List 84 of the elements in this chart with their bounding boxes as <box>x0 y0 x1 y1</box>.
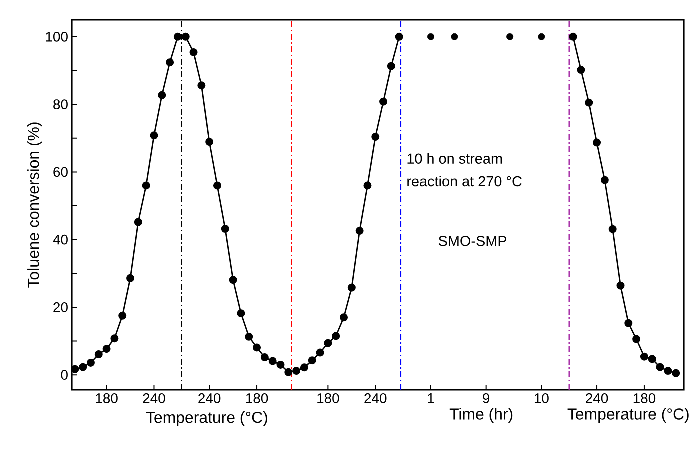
x-tick-label: 180 <box>318 394 340 404</box>
point <box>245 332 254 341</box>
x-tick-label: 180 <box>96 394 118 404</box>
point <box>506 33 514 40</box>
point <box>71 365 80 374</box>
point <box>94 350 103 358</box>
point <box>284 368 293 376</box>
y-tick-label: 20 <box>54 302 68 312</box>
x-tick-label: 240 <box>143 394 166 404</box>
point <box>110 334 119 343</box>
point <box>332 332 340 340</box>
point <box>593 138 602 147</box>
point <box>134 218 142 226</box>
annotation: SMO-SMP <box>438 236 507 246</box>
point <box>380 98 388 106</box>
point <box>118 312 127 320</box>
point <box>276 360 285 369</box>
y-tick-label: 100 <box>46 32 68 42</box>
point <box>585 98 594 107</box>
point <box>213 182 222 190</box>
point <box>308 356 316 365</box>
x-tick-label: 240 <box>364 394 387 404</box>
point <box>672 369 680 378</box>
annotation: 10 h on stream <box>408 153 502 164</box>
point <box>569 32 578 41</box>
x-tick-label: 180 <box>634 394 656 404</box>
point <box>237 310 246 318</box>
y-tick-label: 40 <box>53 234 68 245</box>
point <box>158 91 166 100</box>
point <box>316 348 324 357</box>
point <box>292 367 301 376</box>
point <box>387 62 396 70</box>
point <box>656 363 664 372</box>
point <box>632 335 641 344</box>
point <box>600 176 609 184</box>
point <box>608 225 617 234</box>
x-axis-title: Temperature (°C) <box>146 412 268 426</box>
text: Temperature (°C) <box>568 408 689 424</box>
point <box>664 367 672 376</box>
point <box>198 82 206 90</box>
point <box>348 284 356 292</box>
point <box>142 182 150 190</box>
point <box>648 355 656 364</box>
point <box>126 274 135 282</box>
x-tick-label: 1 <box>428 394 434 404</box>
point <box>260 354 269 362</box>
x-tick-label: 180 <box>246 394 268 404</box>
point <box>395 32 404 41</box>
point <box>253 344 262 352</box>
point <box>640 352 648 361</box>
x-tick-label: 240 <box>198 394 221 404</box>
point <box>372 133 380 142</box>
point <box>79 363 88 372</box>
point <box>268 357 277 366</box>
point <box>538 33 546 40</box>
point <box>427 33 434 40</box>
point <box>451 33 458 40</box>
point <box>616 282 625 290</box>
point <box>356 227 364 236</box>
annotation: reaction at 270 °C <box>408 176 522 187</box>
point <box>364 182 372 190</box>
point <box>166 58 174 67</box>
x-tick-label: 9 <box>483 394 490 404</box>
text: Time (hr) <box>450 408 513 424</box>
point <box>102 345 111 354</box>
point <box>174 32 182 41</box>
y-tick-label: 60 <box>54 167 68 178</box>
point <box>221 225 230 234</box>
point <box>324 339 332 348</box>
point <box>577 66 586 74</box>
point <box>340 314 348 322</box>
point <box>624 319 633 328</box>
point <box>150 132 158 140</box>
point <box>300 364 308 372</box>
y-tick-label: 0 <box>61 370 68 380</box>
y-tick-label: 80 <box>54 100 68 110</box>
x-tick-label: 240 <box>586 394 608 404</box>
point <box>190 48 198 56</box>
point <box>229 276 238 284</box>
point <box>182 32 190 41</box>
point <box>86 358 95 367</box>
point <box>206 138 214 146</box>
y-axis-title: Toluene conversion (%) <box>28 122 42 288</box>
x-tick-label: 10 <box>534 394 549 404</box>
